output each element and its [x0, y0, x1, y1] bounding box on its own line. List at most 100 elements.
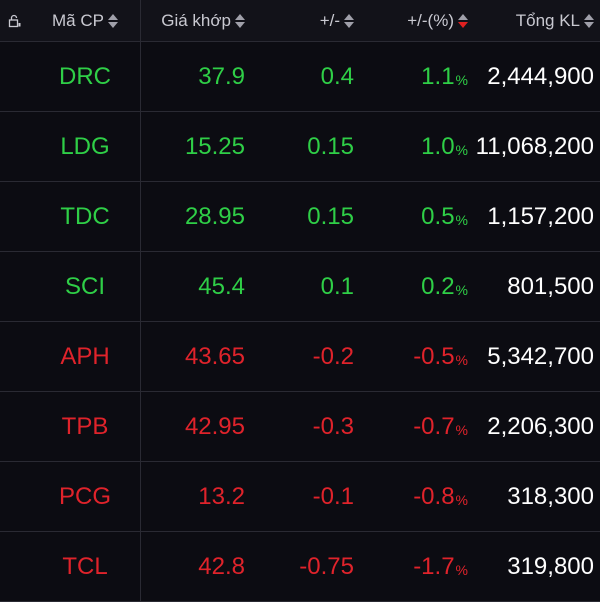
volume: 318,300 [507, 482, 594, 510]
price-cell: 42.8 [141, 532, 251, 601]
column-header-volume[interactable]: Tổng KL [474, 0, 600, 41]
price-cell: 42.95 [141, 392, 251, 461]
volume: 319,800 [507, 552, 594, 580]
percent-cell: 1.0% [360, 112, 474, 181]
lock-icon[interactable] [0, 0, 30, 41]
change: -0.2 [312, 342, 354, 370]
column-header-volume-label: Tổng KL [515, 10, 580, 30]
table-row[interactable]: DRC 37.9 0.4 1.1% 2,444,900 [0, 42, 600, 112]
volume-cell: 2,444,900 [474, 42, 600, 111]
change: 0.15 [307, 202, 354, 230]
percent-cell: 1.1% [360, 42, 474, 111]
volume: 5,342,700 [487, 342, 594, 370]
change-cell: 0.4 [251, 42, 360, 111]
change: -0.75 [299, 552, 354, 580]
price: 42.95 [184, 412, 245, 440]
volume: 11,068,200 [475, 132, 594, 160]
price: 43.65 [184, 342, 245, 370]
column-header-percent[interactable]: +/-(%) [360, 0, 474, 41]
price-cell: 43.65 [141, 322, 251, 391]
volume-cell: 11,068,200 [474, 112, 600, 181]
price: 37.9 [198, 62, 245, 90]
sort-icon [107, 13, 118, 28]
symbol-cell[interactable]: PCG [30, 462, 141, 531]
percent: 0.5 [421, 202, 455, 230]
volume-cell: 801,500 [474, 252, 600, 321]
percent-sign: % [455, 71, 468, 88]
percent-sign: % [455, 561, 468, 578]
price-cell: 28.95 [141, 182, 251, 251]
column-header-symbol[interactable]: Mã CP [30, 0, 141, 41]
percent-sign: % [455, 421, 468, 438]
column-header-change-label: +/- [319, 10, 340, 30]
row-spacer [0, 392, 30, 461]
symbol-cell[interactable]: TDC [30, 182, 141, 251]
symbol-cell[interactable]: LDG [30, 112, 141, 181]
percent: 0.2 [421, 272, 455, 300]
row-spacer [0, 532, 30, 601]
volume: 2,444,900 [487, 62, 594, 90]
symbol: TDC [60, 202, 110, 230]
volume: 1,157,200 [487, 202, 594, 230]
table-row[interactable]: TDC 28.95 0.15 0.5% 1,157,200 [0, 182, 600, 252]
row-spacer [0, 322, 30, 391]
volume-cell: 318,300 [474, 462, 600, 531]
symbol: APH [60, 342, 110, 370]
price: 42.8 [198, 552, 245, 580]
percent-sign: % [455, 351, 468, 368]
symbol-cell[interactable]: DRC [30, 42, 141, 111]
table-row[interactable]: TPB 42.95 -0.3 -0.7% 2,206,300 [0, 392, 600, 462]
change: 0.15 [307, 132, 354, 160]
row-spacer [0, 182, 30, 251]
sort-desc-active-icon [458, 13, 468, 28]
volume-cell: 5,342,700 [474, 322, 600, 391]
table-header: Mã CP Giá khớp +/- +/-(%) Tổng KL [0, 0, 600, 42]
table-row[interactable]: TCL 42.8 -0.75 -1.7% 319,800 [0, 532, 600, 602]
price-cell: 15.25 [141, 112, 251, 181]
column-header-symbol-label: Mã CP [52, 10, 104, 30]
symbol-cell[interactable]: APH [30, 322, 141, 391]
symbol-cell[interactable]: SCI [30, 252, 141, 321]
column-header-price[interactable]: Giá khớp [141, 0, 251, 41]
volume: 801,500 [507, 272, 594, 300]
change: -0.3 [312, 412, 354, 440]
change: -0.1 [312, 482, 354, 510]
column-header-percent-label: +/-(%) [407, 10, 454, 30]
change-cell: 0.15 [251, 112, 360, 181]
table-row[interactable]: APH 43.65 -0.2 -0.5% 5,342,700 [0, 322, 600, 392]
change: 0.4 [320, 62, 354, 90]
row-spacer [0, 42, 30, 111]
table-row[interactable]: LDG 15.25 0.15 1.0% 11,068,200 [0, 112, 600, 182]
volume-cell: 319,800 [474, 532, 600, 601]
volume: 2,206,300 [487, 412, 594, 440]
change-cell: -0.1 [251, 462, 360, 531]
price: 13.2 [198, 482, 245, 510]
column-header-price-label: Giá khớp [161, 10, 231, 30]
change-cell: -0.3 [251, 392, 360, 461]
volume-cell: 2,206,300 [474, 392, 600, 461]
percent-cell: -0.8% [360, 462, 474, 531]
percent: -0.8 [413, 482, 455, 510]
percent: -1.7 [413, 552, 455, 580]
change-cell: -0.75 [251, 532, 360, 601]
symbol: DRC [59, 62, 111, 90]
percent-cell: -0.5% [360, 322, 474, 391]
volume-cell: 1,157,200 [474, 182, 600, 251]
symbol: SCI [64, 272, 105, 300]
percent: -0.5 [413, 342, 455, 370]
column-header-change[interactable]: +/- [251, 0, 360, 41]
percent-cell: -1.7% [360, 532, 474, 601]
percent-cell: -0.7% [360, 392, 474, 461]
row-spacer [0, 462, 30, 531]
percent-sign: % [455, 141, 468, 158]
price-cell: 37.9 [141, 42, 251, 111]
table-row[interactable]: PCG 13.2 -0.1 -0.8% 318,300 [0, 462, 600, 532]
price: 28.95 [184, 202, 245, 230]
table-row[interactable]: SCI 45.4 0.1 0.2% 801,500 [0, 252, 600, 322]
symbol-cell[interactable]: TPB [30, 392, 141, 461]
sort-icon [584, 13, 594, 28]
symbol-cell[interactable]: TCL [30, 532, 141, 601]
price-cell: 13.2 [141, 462, 251, 531]
change-cell: 0.15 [251, 182, 360, 251]
